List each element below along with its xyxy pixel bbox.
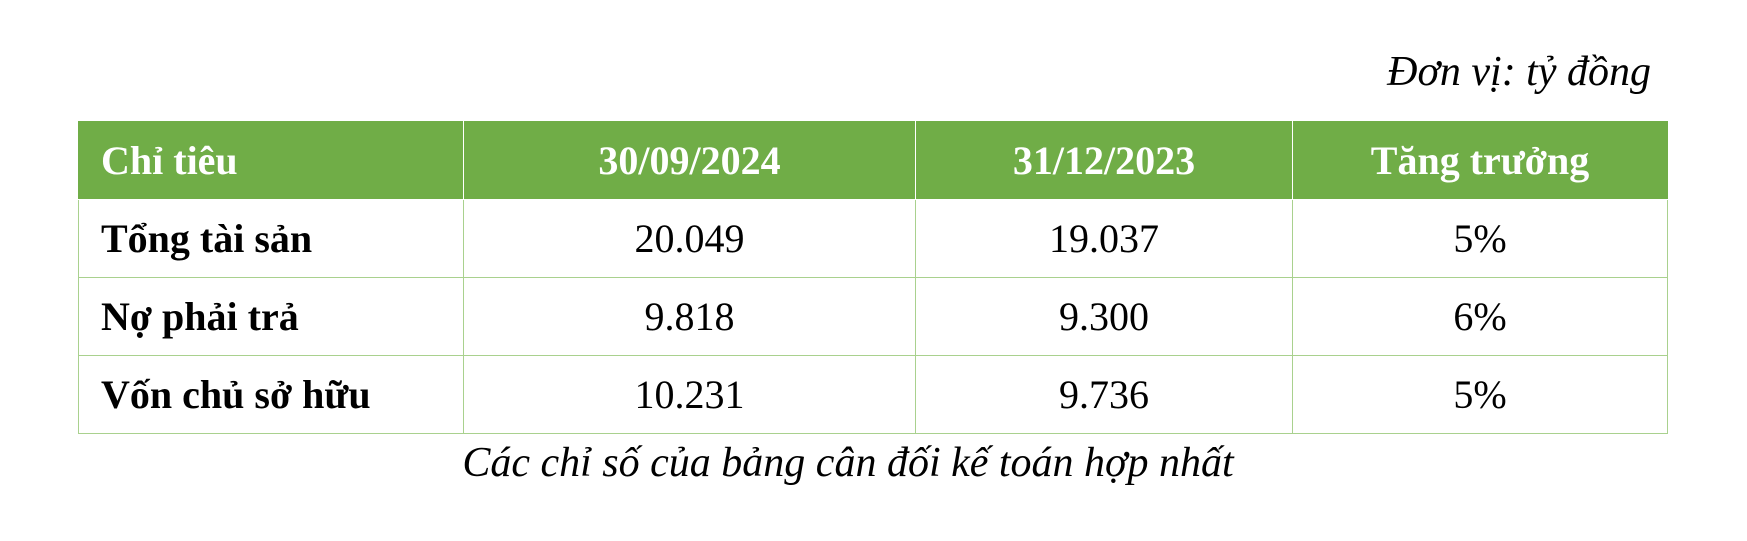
value-2023: 19.037 [915, 199, 1293, 278]
table-row: Vốn chủ sở hữu 10.231 9.736 5% [78, 355, 1668, 434]
row-label: Tổng tài sản [78, 199, 464, 278]
unit-note: Đơn vị: tỷ đồng [1387, 49, 1651, 95]
header-date-2023: 31/12/2023 [915, 121, 1293, 200]
header-growth: Tăng trưởng [1292, 121, 1668, 200]
value-2023: 9.736 [915, 355, 1293, 434]
table-row: Tổng tài sản 20.049 19.037 5% [78, 199, 1668, 278]
table-caption: Các chỉ số của bảng cân đối kế toán hợp … [462, 440, 1234, 486]
balance-sheet-table: Chỉ tiêu 30/09/2024 31/12/2023 Tăng trưở… [78, 121, 1668, 434]
header-indicator: Chỉ tiêu [78, 121, 464, 200]
growth-value: 5% [1292, 199, 1668, 278]
value-2024: 9.818 [463, 277, 916, 356]
value-2024: 20.049 [463, 199, 916, 278]
row-label: Nợ phải trả [78, 277, 464, 356]
growth-value: 5% [1292, 355, 1668, 434]
row-label: Vốn chủ sở hữu [78, 355, 464, 434]
table-header-row: Chỉ tiêu 30/09/2024 31/12/2023 Tăng trưở… [78, 121, 1668, 200]
table-row: Nợ phải trả 9.818 9.300 6% [78, 277, 1668, 356]
value-2024: 10.231 [463, 355, 916, 434]
header-date-2024: 30/09/2024 [463, 121, 916, 200]
growth-value: 6% [1292, 277, 1668, 356]
value-2023: 9.300 [915, 277, 1293, 356]
